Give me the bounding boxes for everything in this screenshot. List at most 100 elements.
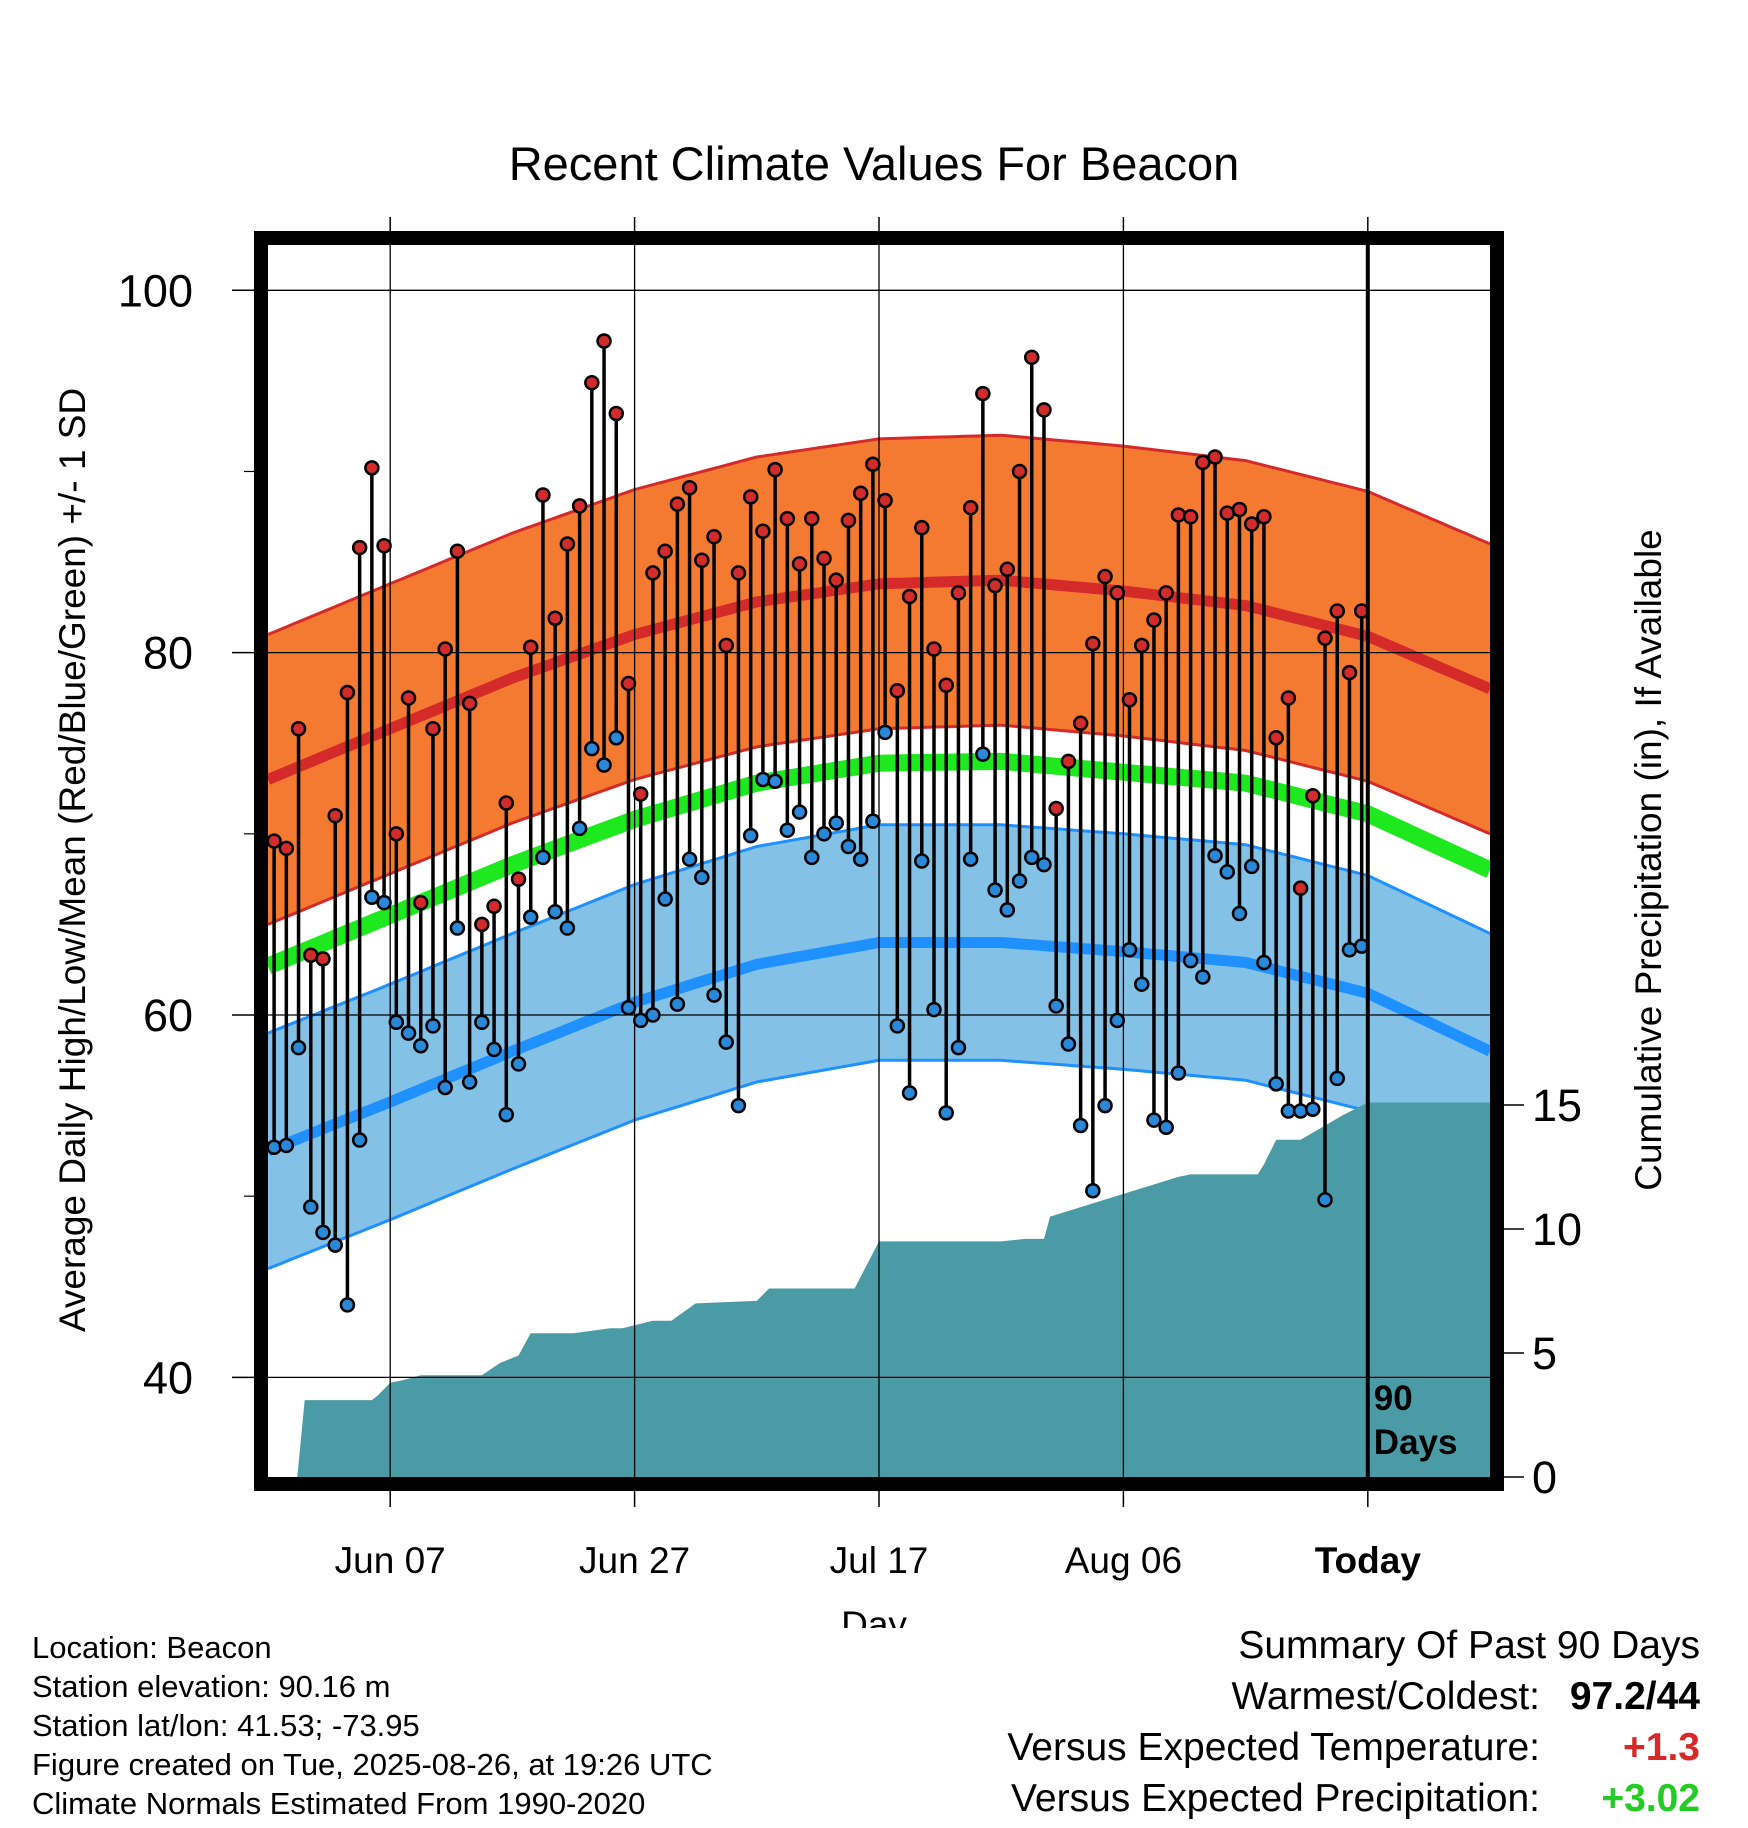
daily-high-point <box>755 523 771 540</box>
daily-low-point <box>938 1105 954 1121</box>
daily-high-point <box>1280 690 1297 706</box>
daily-low-point <box>1060 1036 1077 1052</box>
summary-temp-row: Versus Expected Temperature: +1.3 <box>1007 1722 1700 1773</box>
daily-high-point <box>730 565 747 581</box>
daily-low-point <box>388 1014 405 1030</box>
precip-value: +3.02 <box>1601 1777 1700 1820</box>
daily-low-point <box>571 820 588 837</box>
daily-high-point <box>975 385 991 402</box>
daily-low-point <box>596 757 612 773</box>
daily-low-point <box>987 882 1003 898</box>
daily-high-point <box>816 550 832 567</box>
daily-high-point <box>865 456 881 472</box>
station-info: Location: Beacon Station elevation: 90.1… <box>32 1628 713 1823</box>
daily-low-point <box>1024 849 1040 866</box>
y-tick-label-right: 15 <box>1532 1080 1582 1131</box>
daily-low-point <box>1133 976 1150 992</box>
created-text: Figure created on Tue, 2025-08-26, at 19… <box>32 1747 713 1782</box>
daily-low-point <box>535 849 551 866</box>
daily-low-point <box>1292 1103 1309 1119</box>
daily-high-point <box>339 684 356 701</box>
daily-low-point <box>816 826 832 842</box>
daily-low-point <box>1256 954 1272 971</box>
x-tick-label: Jul 17 <box>830 1540 929 1581</box>
y-tick-label-left: 100 <box>118 265 193 316</box>
daily-high-point <box>327 807 343 824</box>
daily-high-point <box>779 510 796 527</box>
daily-low-point <box>706 987 722 1003</box>
daily-low-point <box>461 1074 478 1090</box>
daily-low-point <box>694 869 710 886</box>
normals-text: Climate Normals Estimated From 1990-2020 <box>32 1786 646 1821</box>
daily-high-point <box>999 561 1016 578</box>
daily-high-point <box>486 898 502 915</box>
daily-high-point <box>461 695 478 712</box>
daily-high-point <box>1146 612 1162 628</box>
daily-high-point <box>914 519 930 536</box>
daily-low-point <box>1243 858 1260 875</box>
chart-title: Recent Climate Values For Beacon <box>509 137 1240 190</box>
daily-low-point <box>1219 864 1236 880</box>
daily-high-point <box>425 720 441 737</box>
daily-low-point <box>351 1132 368 1148</box>
daily-high-point <box>498 795 515 811</box>
daily-high-point <box>657 543 673 559</box>
location-text: Location: Beacon <box>32 1630 272 1665</box>
daily-high-point <box>376 538 392 554</box>
daily-high-point <box>315 951 331 967</box>
daily-high-point <box>706 528 722 545</box>
daily-low-point <box>681 851 698 867</box>
daily-high-point <box>1329 603 1345 619</box>
daily-low-point <box>1097 1097 1113 1114</box>
daily-high-point <box>547 610 563 626</box>
daily-low-point <box>645 1007 661 1023</box>
x-tick-label: Jun 07 <box>335 1540 446 1581</box>
daily-high-point <box>535 487 551 503</box>
daily-high-point <box>449 543 466 559</box>
daily-high-point <box>950 585 967 601</box>
daily-high-point <box>620 675 637 692</box>
daily-low-point <box>1317 1192 1333 1208</box>
daily-high-point <box>694 552 710 568</box>
x-axis-label: Day <box>841 1604 907 1628</box>
daily-high-point <box>987 577 1003 594</box>
daily-low-point <box>315 1224 331 1241</box>
y-tick-label-left: 80 <box>143 628 193 679</box>
daily-low-point <box>767 773 783 790</box>
summary-panel: Summary Of Past 90 Days Warmest/Coldest:… <box>1007 1620 1700 1824</box>
daily-low-point <box>449 920 466 936</box>
daily-high-point <box>791 556 808 572</box>
daily-high-point <box>584 374 600 391</box>
daily-low-point <box>742 827 759 844</box>
daily-low-point <box>889 1018 906 1034</box>
daily-high-point <box>1097 568 1113 585</box>
daily-low-point <box>620 1000 637 1016</box>
daily-low-point <box>1231 905 1248 922</box>
daily-low-point <box>1158 1119 1174 1136</box>
daily-high-point <box>522 639 539 655</box>
daily-low-point <box>303 1199 319 1215</box>
daily-high-point <box>926 641 942 657</box>
daily-low-point <box>498 1106 515 1123</box>
daily-high-point <box>413 894 429 911</box>
daily-high-point <box>1170 507 1187 523</box>
daily-low-point <box>1305 1101 1321 1117</box>
daily-low-point <box>547 903 563 920</box>
daily-low-point <box>1085 1182 1101 1199</box>
daily-high-point <box>938 677 954 694</box>
daily-high-point <box>351 539 368 556</box>
daily-low-point <box>632 1012 649 1029</box>
daily-low-point <box>364 889 380 905</box>
daily-high-point <box>1109 585 1126 601</box>
daily-low-point <box>718 1034 734 1050</box>
x-tick-label: Aug 06 <box>1065 1540 1182 1581</box>
daily-high-point <box>400 690 417 706</box>
daily-high-point <box>828 572 844 588</box>
daily-low-point <box>474 1014 490 1030</box>
daily-high-point <box>645 565 661 581</box>
daily-low-point <box>437 1079 453 1096</box>
daily-low-point <box>1207 847 1223 864</box>
daily-low-point <box>1036 856 1052 873</box>
summary-warm-cold-row: Warmest/Coldest: 97.2/44 <box>1007 1671 1700 1722</box>
daily-high-point <box>669 496 686 512</box>
